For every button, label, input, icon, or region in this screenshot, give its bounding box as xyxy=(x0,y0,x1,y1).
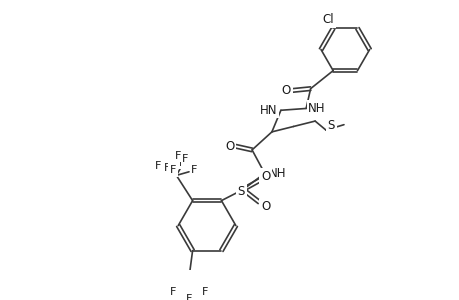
Text: F: F xyxy=(174,151,181,160)
Text: Cl: Cl xyxy=(322,13,334,26)
Text: F: F xyxy=(164,163,170,173)
Text: F: F xyxy=(191,165,197,175)
Text: F: F xyxy=(185,294,192,300)
Text: NH: NH xyxy=(308,102,325,115)
Text: HN: HN xyxy=(259,104,276,117)
Text: O: O xyxy=(281,84,290,97)
Text: O: O xyxy=(224,140,234,153)
Text: F: F xyxy=(155,161,161,171)
Text: O: O xyxy=(260,169,269,182)
Text: F: F xyxy=(178,158,185,168)
Text: NH: NH xyxy=(268,167,285,180)
Text: S: S xyxy=(237,185,244,198)
Text: S: S xyxy=(327,119,334,132)
Text: F: F xyxy=(169,287,176,297)
Text: F: F xyxy=(169,165,176,175)
Text: F: F xyxy=(182,154,188,164)
Text: O: O xyxy=(260,200,269,213)
Text: F: F xyxy=(202,287,208,297)
